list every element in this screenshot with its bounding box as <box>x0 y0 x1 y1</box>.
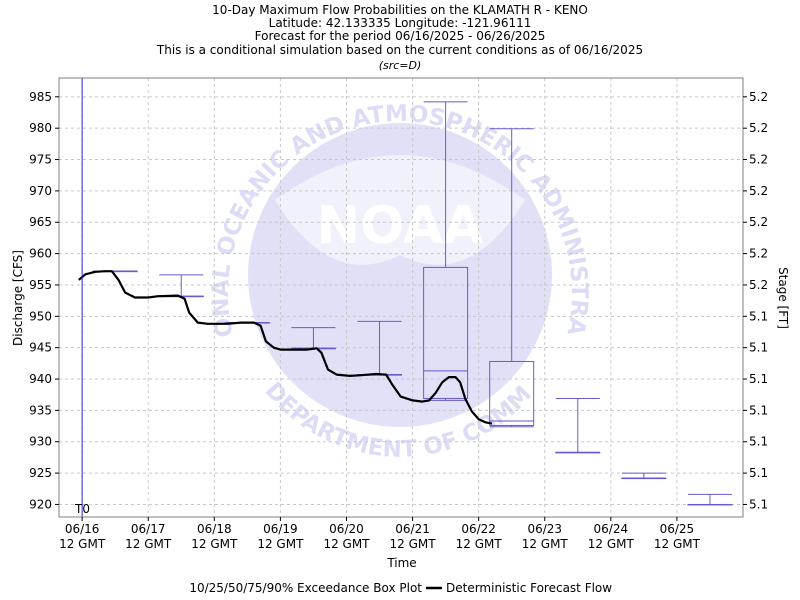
y-tick-label: 985 <box>29 90 52 104</box>
y2-tick-label: 5.2 <box>749 90 768 104</box>
x-tick-label-time: 12 GMT <box>191 537 238 551</box>
watermark-logo-text: NOAA <box>317 196 484 256</box>
noaa-watermark-logo: NOAA <box>248 123 552 427</box>
y-tick-label: 920 <box>29 497 52 511</box>
x-tick-label-date: 06/25 <box>660 522 695 536</box>
y-tick-label: 935 <box>29 403 52 417</box>
box-plot <box>158 274 204 298</box>
chart-title-line-3: Forecast for the period 06/16/2025 - 06/… <box>255 29 546 43</box>
box-iqr <box>423 266 469 399</box>
x-tick-label-date: 06/17 <box>131 522 166 536</box>
y-tick-label: 965 <box>29 215 52 229</box>
y-axis-ticks: 920 925 930 935 940 945 950 955 960 965 970 975 980 9… <box>29 90 59 511</box>
x-tick-label-time: 12 GMT <box>588 537 635 551</box>
x-tick-label-date: 06/21 <box>395 522 430 536</box>
plot-frame <box>58 77 744 518</box>
x-tick-label-time: 12 GMT <box>323 537 370 551</box>
x-tick-label-date: 06/19 <box>263 522 298 536</box>
y2-tick-label: 5.1 <box>749 435 768 449</box>
deterministic-forecast-line <box>78 270 493 425</box>
x-tick-label-date: 06/20 <box>329 522 364 536</box>
y-tick-label: 925 <box>29 466 52 480</box>
x-tick-label-time: 12 GMT <box>522 537 569 551</box>
y2-tick-label: 5.2 <box>749 247 768 261</box>
x-tick-label-time: 12 GMT <box>125 537 172 551</box>
y2-axis-label: Stage [FT] <box>776 267 790 329</box>
chart-title-line-2: Latitude: 42.133335 Longitude: -121.9611… <box>269 16 532 30</box>
y2-tick-label: 5.2 <box>749 215 768 229</box>
x-tick-label-time: 12 GMT <box>390 537 437 551</box>
y-tick-label: 940 <box>29 372 52 386</box>
x-tick-label-date: 06/18 <box>197 522 232 536</box>
y2-tick-label: 5.1 <box>749 497 768 511</box>
y-tick-label: 975 <box>29 153 52 167</box>
x-tick-label-time: 12 GMT <box>257 537 304 551</box>
y2-tick-label: 5.1 <box>749 309 768 323</box>
y2-axis-ticks: 5.1 5.1 5.1 5.1 5.1 5.1 5.1 5.2 5.2 5.2 5.2 5.2 5.2 5… <box>743 90 768 511</box>
y-tick-label: 930 <box>29 435 52 449</box>
y2-tick-label: 5.2 <box>749 278 768 292</box>
x-tick-label-date: 06/24 <box>594 522 629 536</box>
watermark-disc <box>248 123 552 427</box>
y2-tick-label: 5.2 <box>749 121 768 135</box>
y2-tick-label: 5.2 <box>749 184 768 198</box>
x-tick-label-date: 06/22 <box>461 522 496 536</box>
box-plot <box>687 493 733 506</box>
y-tick-label: 955 <box>29 278 52 292</box>
y2-tick-label: 5.1 <box>749 466 768 480</box>
x-tick-label-date: 06/16 <box>65 522 100 536</box>
chart-title-line-1: 10-Day Maximum Flow Probabilities on the… <box>212 3 588 17</box>
x-axis-label: Time <box>386 556 416 570</box>
y-tick-label: 980 <box>29 121 52 135</box>
y-tick-label: 945 <box>29 341 52 355</box>
box-plot <box>555 397 601 454</box>
box-plot <box>621 472 667 480</box>
box-plot <box>489 128 535 428</box>
y-axis-label: Discharge [CFS] <box>11 250 25 346</box>
chart-title-line-4: This is a conditional simulation based o… <box>156 43 643 57</box>
legend-line-label: Deterministic Forecast Flow <box>446 581 612 595</box>
y-tick-label: 960 <box>29 247 52 261</box>
y-tick-label: 950 <box>29 309 52 323</box>
box-iqr <box>489 360 535 426</box>
watermark-bird-shape <box>275 155 525 265</box>
box-plot <box>423 101 469 401</box>
chart-subtitle: (src=D) <box>379 59 422 72</box>
x-tick-label-time: 12 GMT <box>59 537 106 551</box>
t0-label: T0 <box>74 502 90 516</box>
y2-tick-label: 5.1 <box>749 341 768 355</box>
y2-tick-label: 5.2 <box>749 153 768 167</box>
x-tick-label-time: 12 GMT <box>654 537 701 551</box>
x-tick-label-date: 06/23 <box>527 522 562 536</box>
y2-tick-label: 5.1 <box>749 403 768 417</box>
y-tick-label: 970 <box>29 184 52 198</box>
legend-box-label: 10/25/50/75/90% Exceedance Box Plot <box>189 581 422 595</box>
y2-tick-label: 5.1 <box>749 372 768 386</box>
deterministic-forecast <box>78 270 493 425</box>
x-tick-label-time: 12 GMT <box>456 537 503 551</box>
